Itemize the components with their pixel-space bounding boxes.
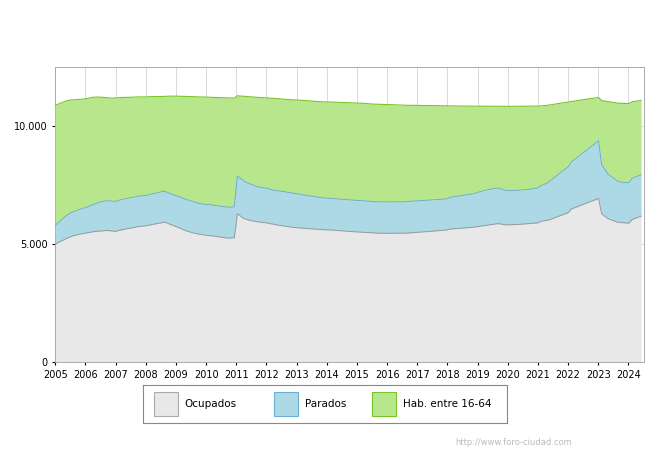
Bar (372, 392, 396, 416)
Text: http://www.foro-ciudad.com: http://www.foro-ciudad.com (455, 437, 572, 446)
Text: Parados: Parados (305, 399, 346, 409)
Text: Hab. entre 16-64: Hab. entre 16-64 (403, 399, 492, 409)
Bar (274, 392, 298, 416)
Text: Ocupados: Ocupados (185, 399, 237, 409)
Text: Ejea de los Caballeros - Evolucion de la poblacion en edad de Trabajar Mayo de 2: Ejea de los Caballeros - Evolucion de la… (83, 16, 567, 27)
Bar (154, 392, 177, 416)
